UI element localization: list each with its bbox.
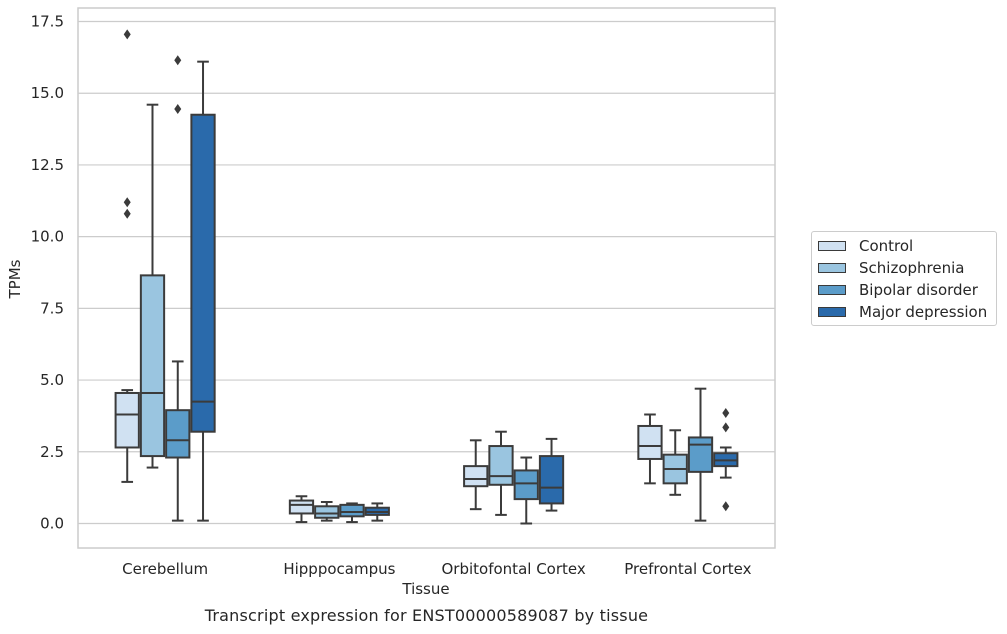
- box-bipolar-disorder: [687, 387, 714, 522]
- box-iqr: [339, 503, 365, 518]
- box-schizophrenia: [314, 500, 340, 522]
- x-tick-label: Orbitofontal Cortex: [442, 560, 586, 578]
- box-iqr: [513, 469, 539, 501]
- y-tick-labels: 0.0 2.5 5.0 7.5 10.0 12.5 15.0 17.5: [31, 13, 64, 533]
- box-major-depression: [364, 502, 390, 522]
- y-tick-label: 5.0: [40, 371, 64, 389]
- legend-label: Major depression: [859, 303, 988, 321]
- box-iqr: [314, 505, 340, 519]
- box-control: [288, 495, 315, 524]
- legend-item-major-depression: Major depression: [818, 303, 987, 321]
- outlier-point: [123, 208, 131, 219]
- outlier-point: [722, 422, 730, 433]
- box-major-depression: [538, 437, 565, 512]
- box-iqr: [190, 113, 216, 433]
- y-tick-label: 7.5: [40, 299, 64, 317]
- plot-area-frame: [77, 7, 776, 549]
- legend-label: Schizophrenia: [859, 259, 965, 277]
- legend-label: Bipolar disorder: [859, 281, 978, 299]
- box-iqr: [488, 445, 514, 486]
- box-major-depression: [713, 408, 739, 512]
- y-tick-label: 15.0: [31, 84, 64, 102]
- y-tick-label: 10.0: [31, 228, 64, 246]
- legend-swatch-major-depression: [818, 307, 846, 317]
- outlier-point: [174, 103, 182, 114]
- x-tick-labels: Cerebellum Hipppocampus Orbitofontal Corte…: [122, 560, 751, 578]
- box-schizophrenia: [662, 429, 688, 496]
- y-tick-label: 12.5: [31, 156, 64, 174]
- box-iqr: [288, 499, 315, 515]
- box-schizophrenia: [488, 430, 514, 516]
- box-iqr: [165, 409, 191, 459]
- box-control: [463, 439, 489, 511]
- outlier-point: [722, 501, 730, 512]
- outlier-point: [174, 55, 182, 66]
- legend-item-control: Control: [818, 237, 913, 255]
- box-iqr: [114, 391, 140, 449]
- box-control: [114, 29, 140, 483]
- box-control: [637, 413, 663, 485]
- box-bipolar-disorder: [165, 55, 191, 522]
- box-bipolar-disorder: [339, 502, 365, 524]
- legend-item-schizophrenia: Schizophrenia: [818, 259, 964, 277]
- box-major-depression: [190, 60, 216, 522]
- legend-item-bipolar-disorder: Bipolar disorder: [818, 281, 978, 299]
- x-tick-label: Hipppocampus: [283, 560, 395, 578]
- box-iqr: [139, 274, 166, 458]
- box-bipolar-disorder: [513, 456, 539, 525]
- legend-label: Control: [859, 237, 914, 255]
- x-axis-label: Tissue: [401, 580, 449, 598]
- box-iqr: [463, 465, 489, 488]
- box-iqr: [637, 424, 663, 460]
- box-schizophrenia: [139, 103, 166, 469]
- figure-caption: Transcript expression for ENST0000058908…: [204, 606, 649, 625]
- y-axis-label: TPMs: [6, 259, 24, 299]
- y-tick-label: 17.5: [31, 13, 64, 31]
- outlier-point: [123, 197, 131, 208]
- boxes: [114, 29, 739, 525]
- y-tick-label: 2.5: [40, 443, 64, 461]
- x-tick-label: Cerebellum: [122, 560, 208, 578]
- legend-swatch-schizophrenia: [818, 263, 846, 273]
- outlier-point: [722, 408, 730, 419]
- legend-swatch-control: [818, 241, 846, 251]
- box-iqr: [538, 455, 565, 505]
- x-tick-label: Prefrontal Cortex: [624, 560, 751, 578]
- legend-swatch-bipolar-disorder: [818, 285, 846, 295]
- outlier-point: [123, 29, 131, 40]
- y-tick-label: 0.0: [40, 515, 64, 533]
- box-iqr: [687, 436, 714, 473]
- legend: Control Schizophrenia Bipolar disorder M…: [811, 231, 997, 326]
